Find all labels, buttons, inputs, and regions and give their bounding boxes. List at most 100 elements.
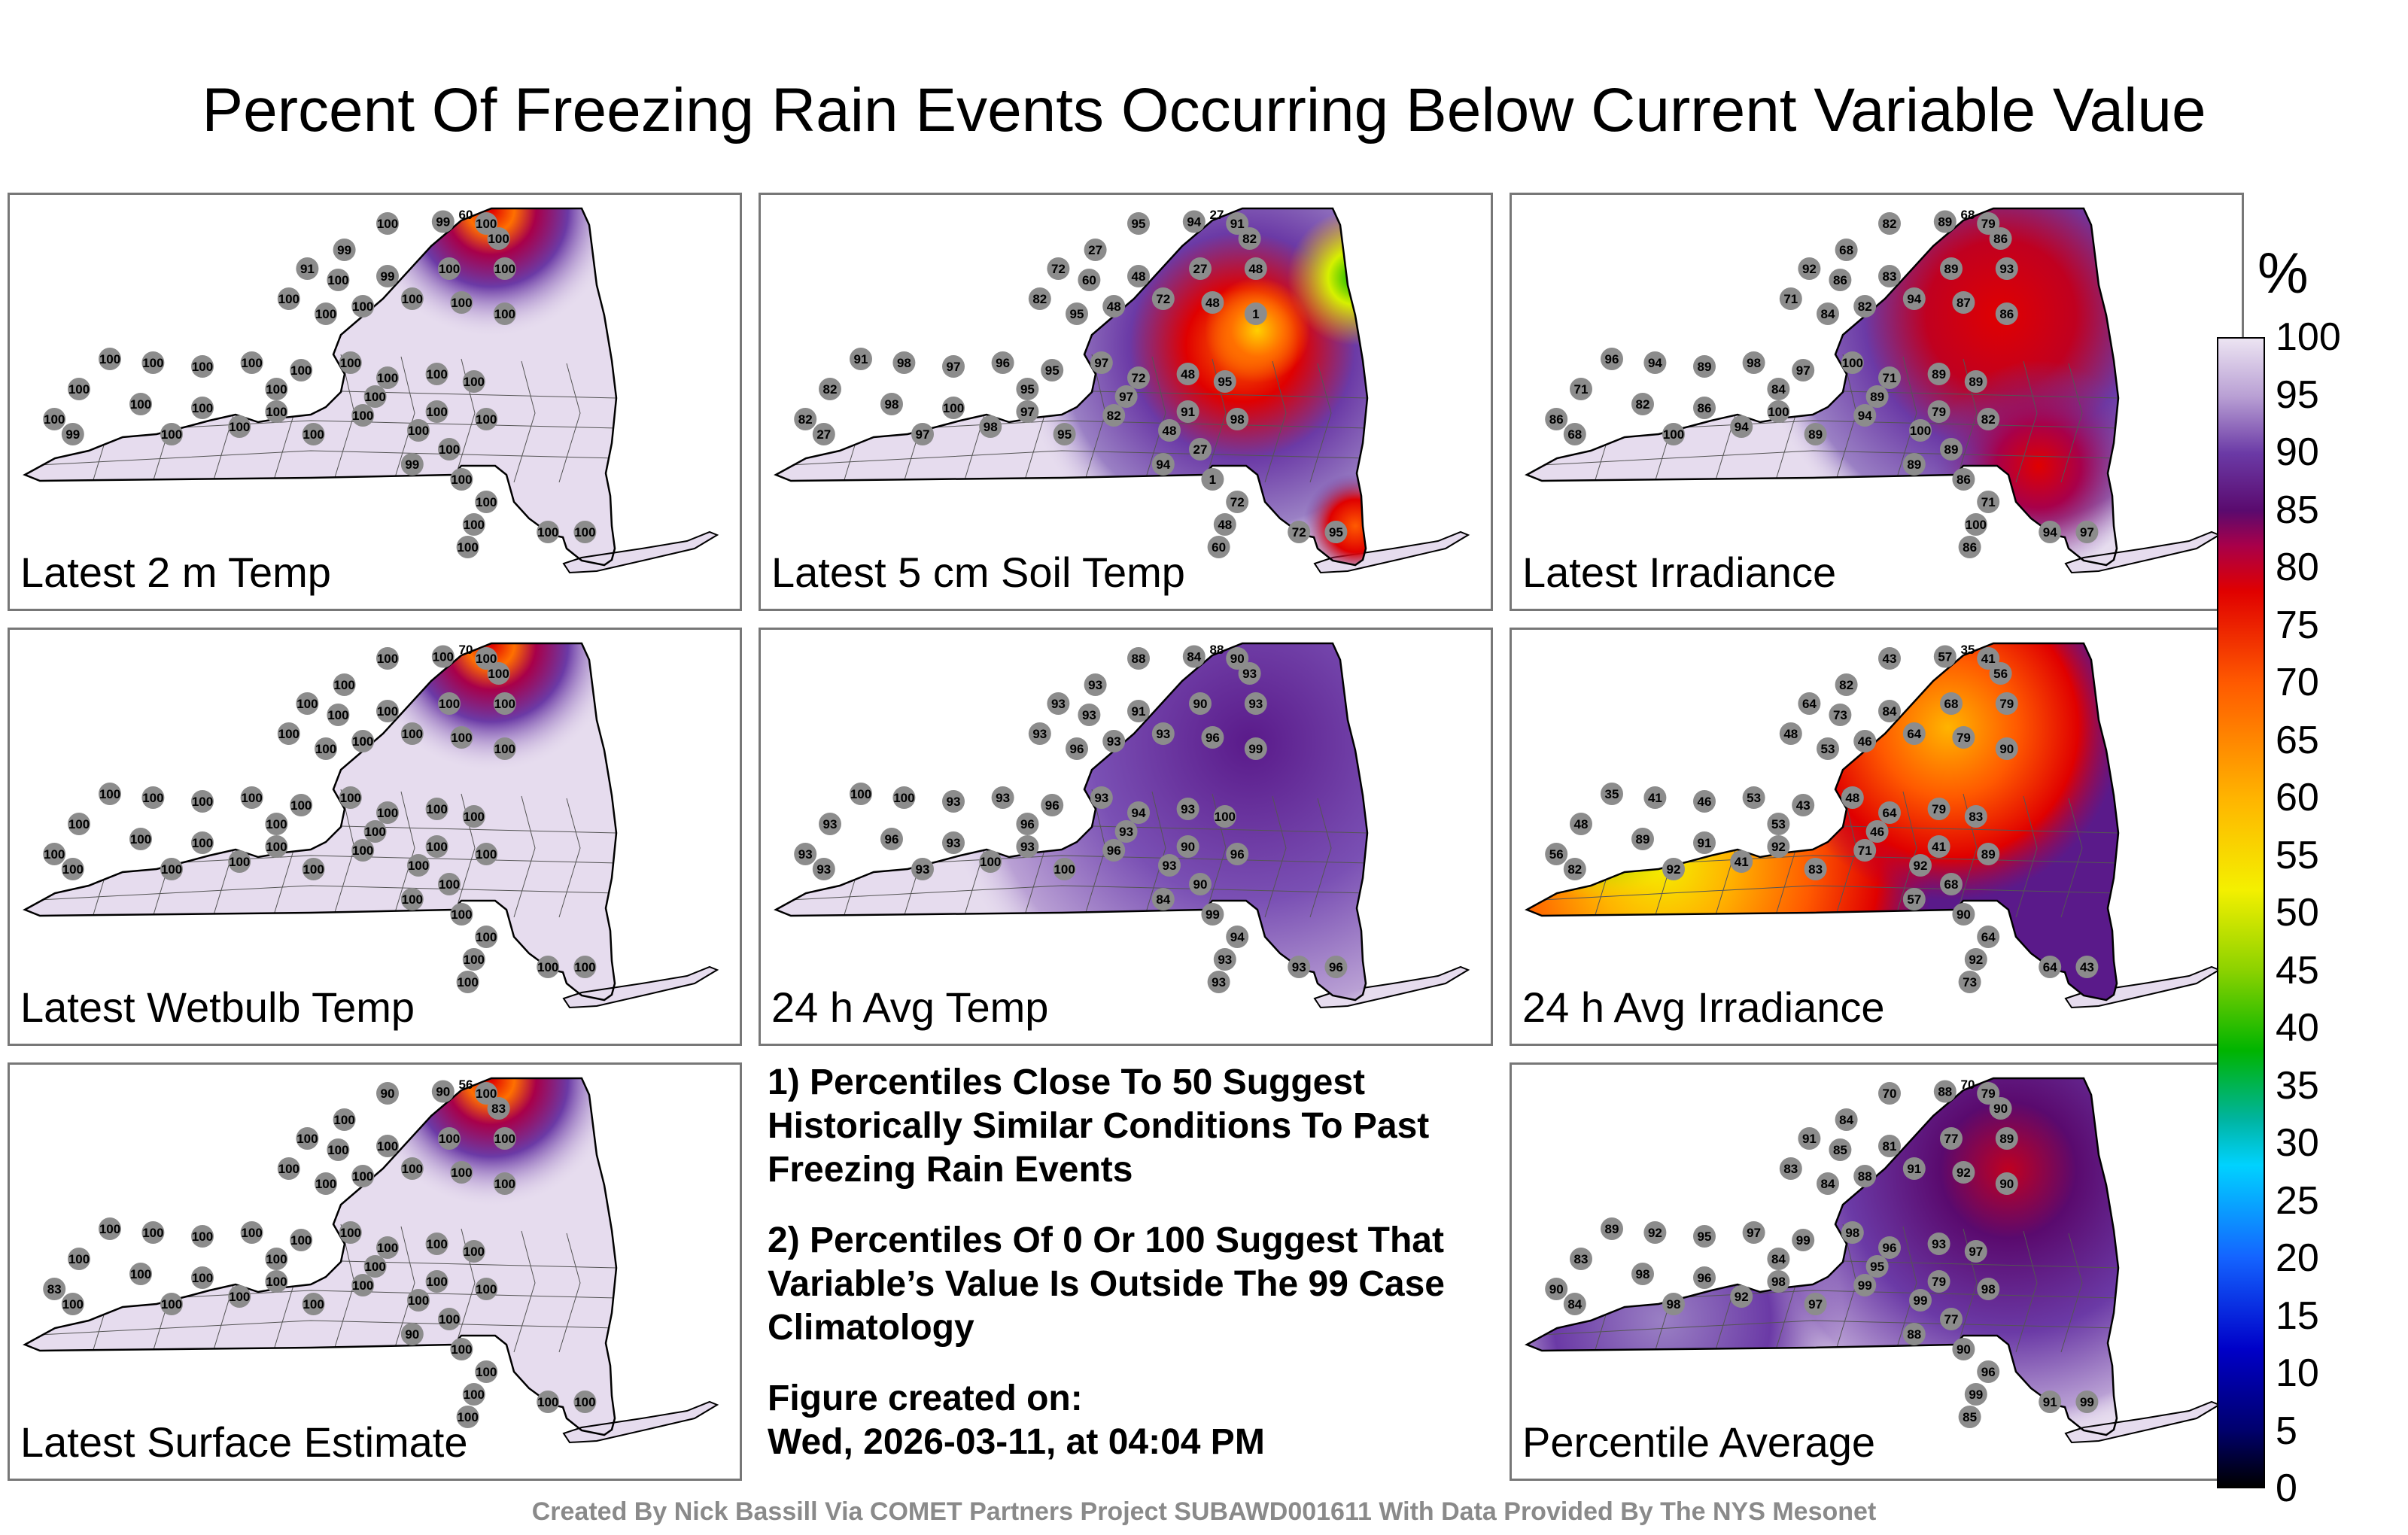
county-line [1527,450,2118,467]
station-marker [850,783,872,805]
station-marker [1102,839,1126,862]
station-value: 97 [2080,525,2094,540]
station-marker [1176,798,1199,820]
station-value: 99 [1248,742,1263,756]
station-value: 94 [1132,806,1146,820]
station-marker [1940,438,1963,460]
station-marker [1977,212,2000,235]
station-value: 88 [1907,1327,1921,1342]
county-line [558,363,581,483]
station-marker [160,858,183,880]
station-marker [1927,835,1950,858]
station-value: 98 [1230,412,1245,427]
station-value: 82 [798,412,813,427]
station-marker [265,1270,288,1293]
station-value: 84 [1821,1177,1835,1191]
station-value: 93 [1107,734,1121,749]
station-marker [1964,1383,1987,1406]
station-marker [1989,662,2012,685]
colorbar-tick: 80 [2276,546,2319,589]
station-value: 100 [574,1395,595,1409]
station-value: 89 [1938,215,1952,229]
station-marker [2075,956,2099,978]
station-marker [141,351,165,374]
colorbar-tick: 0 [2276,1467,2297,1510]
colorbar-tick: 100 [2276,315,2341,359]
station-value: 100 [476,495,497,509]
station-marker [1244,257,1267,280]
station-marker [68,378,90,400]
color-field [1753,208,2118,565]
station-value: 100 [142,356,163,370]
station-value: 43 [1796,798,1811,813]
station-value: 100 [266,405,287,419]
station-value: 100 [464,1245,485,1259]
station-marker [265,378,288,400]
station-marker [991,351,1014,374]
station-value: 100 [451,473,472,487]
county-line [513,360,536,483]
station-value: 83 [1969,810,1983,824]
station-value: 88 [1858,1169,1872,1184]
station-marker [277,1157,300,1180]
station-marker [351,295,375,318]
station-marker [1964,370,1987,393]
station-marker [942,831,965,854]
station-value: 100 [476,652,497,666]
colorbar-tick: 15 [2276,1293,2319,1338]
station-value: 93 [1082,708,1096,722]
station-value: 95 [1698,1230,1712,1244]
station-marker [1563,1293,1586,1315]
station-value: 93 [1051,697,1066,711]
station-marker [1545,843,1568,865]
station-marker [191,831,214,854]
station-marker [129,393,152,415]
station-marker [1189,257,1212,280]
station-marker [1102,404,1126,427]
station-value: 100 [229,855,250,869]
station-marker [1693,1266,1716,1289]
station-value: 89 [1808,427,1823,442]
station-value: 90 [381,1087,395,1101]
station-marker [493,692,516,715]
station-value: 100 [377,652,398,666]
colorbar-tick: 65 [2276,718,2319,762]
field-blob [1738,1078,2118,1435]
station-value: 90 [1193,697,1208,711]
station-marker [1662,1293,1685,1315]
station-marker [99,348,121,370]
station-value: 96 [1070,742,1084,756]
panel-label: Percentile Average [1522,1418,1876,1466]
station-value: 100 [266,382,287,397]
station-marker [376,700,399,722]
station-marker [2075,1391,2099,1413]
state-outline [23,642,618,1002]
station-marker [456,536,479,558]
station-value: 97 [1796,363,1811,378]
station-value: 100 [943,401,964,415]
station-value: 100 [364,825,385,839]
station-marker [1028,722,1051,745]
station-marker [1940,873,1963,895]
station-value: 98 [984,420,998,434]
station-marker [191,1266,214,1289]
station-value: 100 [364,390,385,404]
station-marker [265,835,288,858]
station-value: 91 [1698,836,1712,850]
station-value: 100 [426,405,447,419]
station-value: 100 [476,1365,497,1379]
colorbar-tick: 45 [2276,948,2319,992]
station-value: 71 [1783,292,1798,306]
station-marker [1288,521,1311,543]
station-marker [1792,794,1815,816]
station-marker [1902,1157,1926,1180]
station-marker [1878,1135,1901,1157]
station-value: 91 [854,352,868,366]
station-marker [1207,536,1230,558]
station-value: 43 [1883,652,1897,666]
station-value: 27 [816,427,831,442]
station-marker [1570,378,1592,400]
station-marker [376,1135,399,1157]
station-marker [462,805,485,828]
